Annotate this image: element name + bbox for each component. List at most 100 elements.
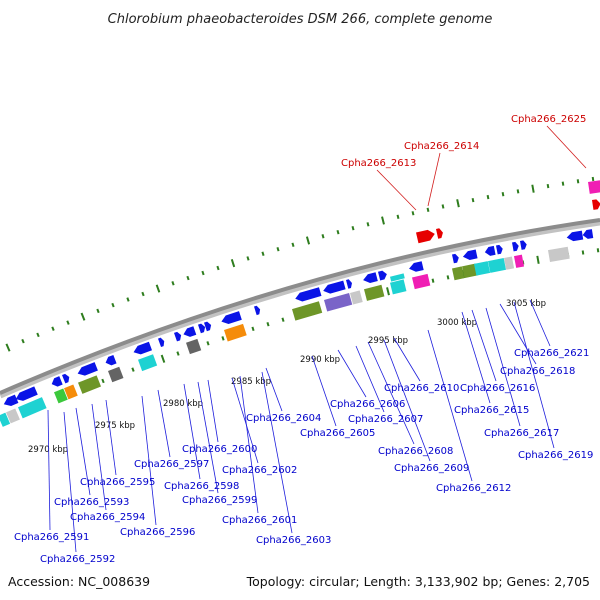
label-leader bbox=[47, 409, 51, 531]
scale-label: 2985 kbp bbox=[231, 377, 271, 387]
feature-box bbox=[54, 388, 68, 404]
gene-arrow bbox=[519, 240, 527, 250]
feature-box bbox=[461, 263, 479, 279]
feature-box bbox=[186, 338, 202, 355]
tick-inner bbox=[221, 336, 225, 341]
tick-outer bbox=[456, 199, 460, 208]
gene-label: Cpha266_2606 bbox=[330, 399, 405, 410]
label-leader bbox=[546, 125, 587, 169]
gene-arrow bbox=[484, 245, 496, 256]
tick-outer bbox=[366, 222, 370, 227]
accession-text: Accession: NC_008639 bbox=[8, 574, 150, 589]
label-leader bbox=[529, 299, 551, 347]
tick-outer bbox=[396, 214, 400, 219]
gene-label: Cpha266_2615 bbox=[454, 405, 529, 416]
gene-label: Cpha266_2625 bbox=[511, 114, 586, 125]
tick-outer bbox=[411, 211, 415, 216]
gene-arrow bbox=[77, 362, 98, 376]
gene-label: Cpha266_2602 bbox=[222, 465, 297, 476]
tick-outer bbox=[486, 194, 490, 200]
tick-outer bbox=[426, 207, 430, 212]
label-leader bbox=[207, 379, 219, 443]
feature-box bbox=[504, 256, 515, 270]
gene-arrow bbox=[566, 230, 584, 242]
tick-inner bbox=[281, 317, 285, 322]
gene-arrow bbox=[582, 229, 594, 239]
gene-label: Cpha266_2600 bbox=[182, 444, 257, 455]
tick-inner bbox=[596, 248, 600, 253]
feature-box bbox=[292, 301, 323, 321]
tick-outer bbox=[5, 343, 11, 352]
label-leader bbox=[91, 403, 107, 511]
gene-arrow bbox=[221, 311, 242, 325]
gene-label: Cpha266_2617 bbox=[484, 428, 559, 439]
gene-arrow bbox=[592, 199, 600, 210]
gene-label: Cpha266_2599 bbox=[182, 495, 257, 506]
tick-outer bbox=[21, 338, 25, 344]
scale-label: 2975 kbp bbox=[95, 421, 135, 431]
label-leader bbox=[499, 303, 537, 365]
label-leader bbox=[471, 309, 497, 382]
label-leader bbox=[183, 383, 201, 480]
genome-backbone bbox=[0, 218, 600, 395]
feature-box bbox=[514, 254, 525, 268]
gene-arrow bbox=[105, 354, 117, 366]
gene-label: Cpha266_2598 bbox=[164, 481, 239, 492]
feature-box bbox=[108, 366, 124, 383]
tick-outer bbox=[141, 291, 145, 297]
tick-outer bbox=[36, 332, 40, 338]
gene-arrow bbox=[61, 373, 70, 384]
tick-outer bbox=[51, 326, 55, 331]
gene-label: Cpha266_2619 bbox=[518, 450, 593, 461]
feature-box bbox=[0, 412, 11, 427]
label-leader bbox=[197, 381, 219, 494]
tick-outer bbox=[441, 204, 445, 209]
label-leader bbox=[376, 169, 417, 211]
scale-labels: 2970 kbp 2975 kbp 2980 kbp 2985 kbp 2990 kbp… bbox=[28, 299, 546, 455]
tick-outer bbox=[305, 236, 311, 245]
tick-outer bbox=[171, 281, 175, 286]
label-leader bbox=[427, 152, 441, 207]
label-leader bbox=[311, 355, 337, 427]
label-leader bbox=[231, 377, 259, 464]
gene-labels: Cpha266_2591 Cpha266_2592 Cpha266_2593 Cpha… bbox=[14, 114, 593, 565]
gene-arrow bbox=[254, 305, 261, 316]
label-leader bbox=[337, 349, 367, 398]
feature-box bbox=[390, 279, 407, 295]
gene-arrow bbox=[496, 244, 503, 255]
feature-box bbox=[364, 284, 385, 301]
gene-label: Cpha266_2592 bbox=[40, 554, 115, 565]
tick-inner bbox=[536, 255, 540, 264]
gene-label: Cpha266_2597 bbox=[134, 459, 209, 470]
gene-label: Cpha266_2595 bbox=[80, 477, 155, 488]
feature-box bbox=[18, 397, 47, 419]
label-leader bbox=[513, 301, 555, 449]
tick-outer bbox=[96, 308, 100, 314]
gene-features bbox=[0, 180, 600, 427]
feature-box bbox=[487, 257, 507, 273]
gene-arrow bbox=[512, 241, 519, 252]
gene-arrow bbox=[415, 229, 435, 244]
feature-box bbox=[5, 408, 20, 424]
gene-label: Cpha266_2605 bbox=[300, 428, 375, 439]
tick-outer bbox=[126, 297, 130, 302]
tick-inner bbox=[131, 367, 135, 372]
feature-box bbox=[548, 246, 570, 262]
scale-label: 3005 kbp bbox=[506, 299, 546, 309]
label-leader bbox=[63, 411, 77, 553]
gene-label: Cpha266_2608 bbox=[378, 446, 453, 457]
scale-label: 3000 kbp bbox=[437, 318, 477, 328]
gene-label: Cpha266_2603 bbox=[256, 535, 331, 546]
feature-box bbox=[138, 354, 158, 372]
gene-arrow bbox=[377, 270, 387, 281]
label-leader bbox=[367, 341, 415, 445]
gene-label: Cpha266_2621 bbox=[514, 348, 589, 359]
gene-label: Cpha266_2614 bbox=[404, 141, 479, 152]
gene-arrow bbox=[157, 337, 165, 348]
label-leader bbox=[355, 345, 385, 413]
label-leader bbox=[461, 311, 491, 404]
gene-label: Cpha266_2601 bbox=[222, 515, 297, 526]
tick-outer bbox=[201, 270, 205, 276]
feature-box bbox=[63, 384, 78, 400]
